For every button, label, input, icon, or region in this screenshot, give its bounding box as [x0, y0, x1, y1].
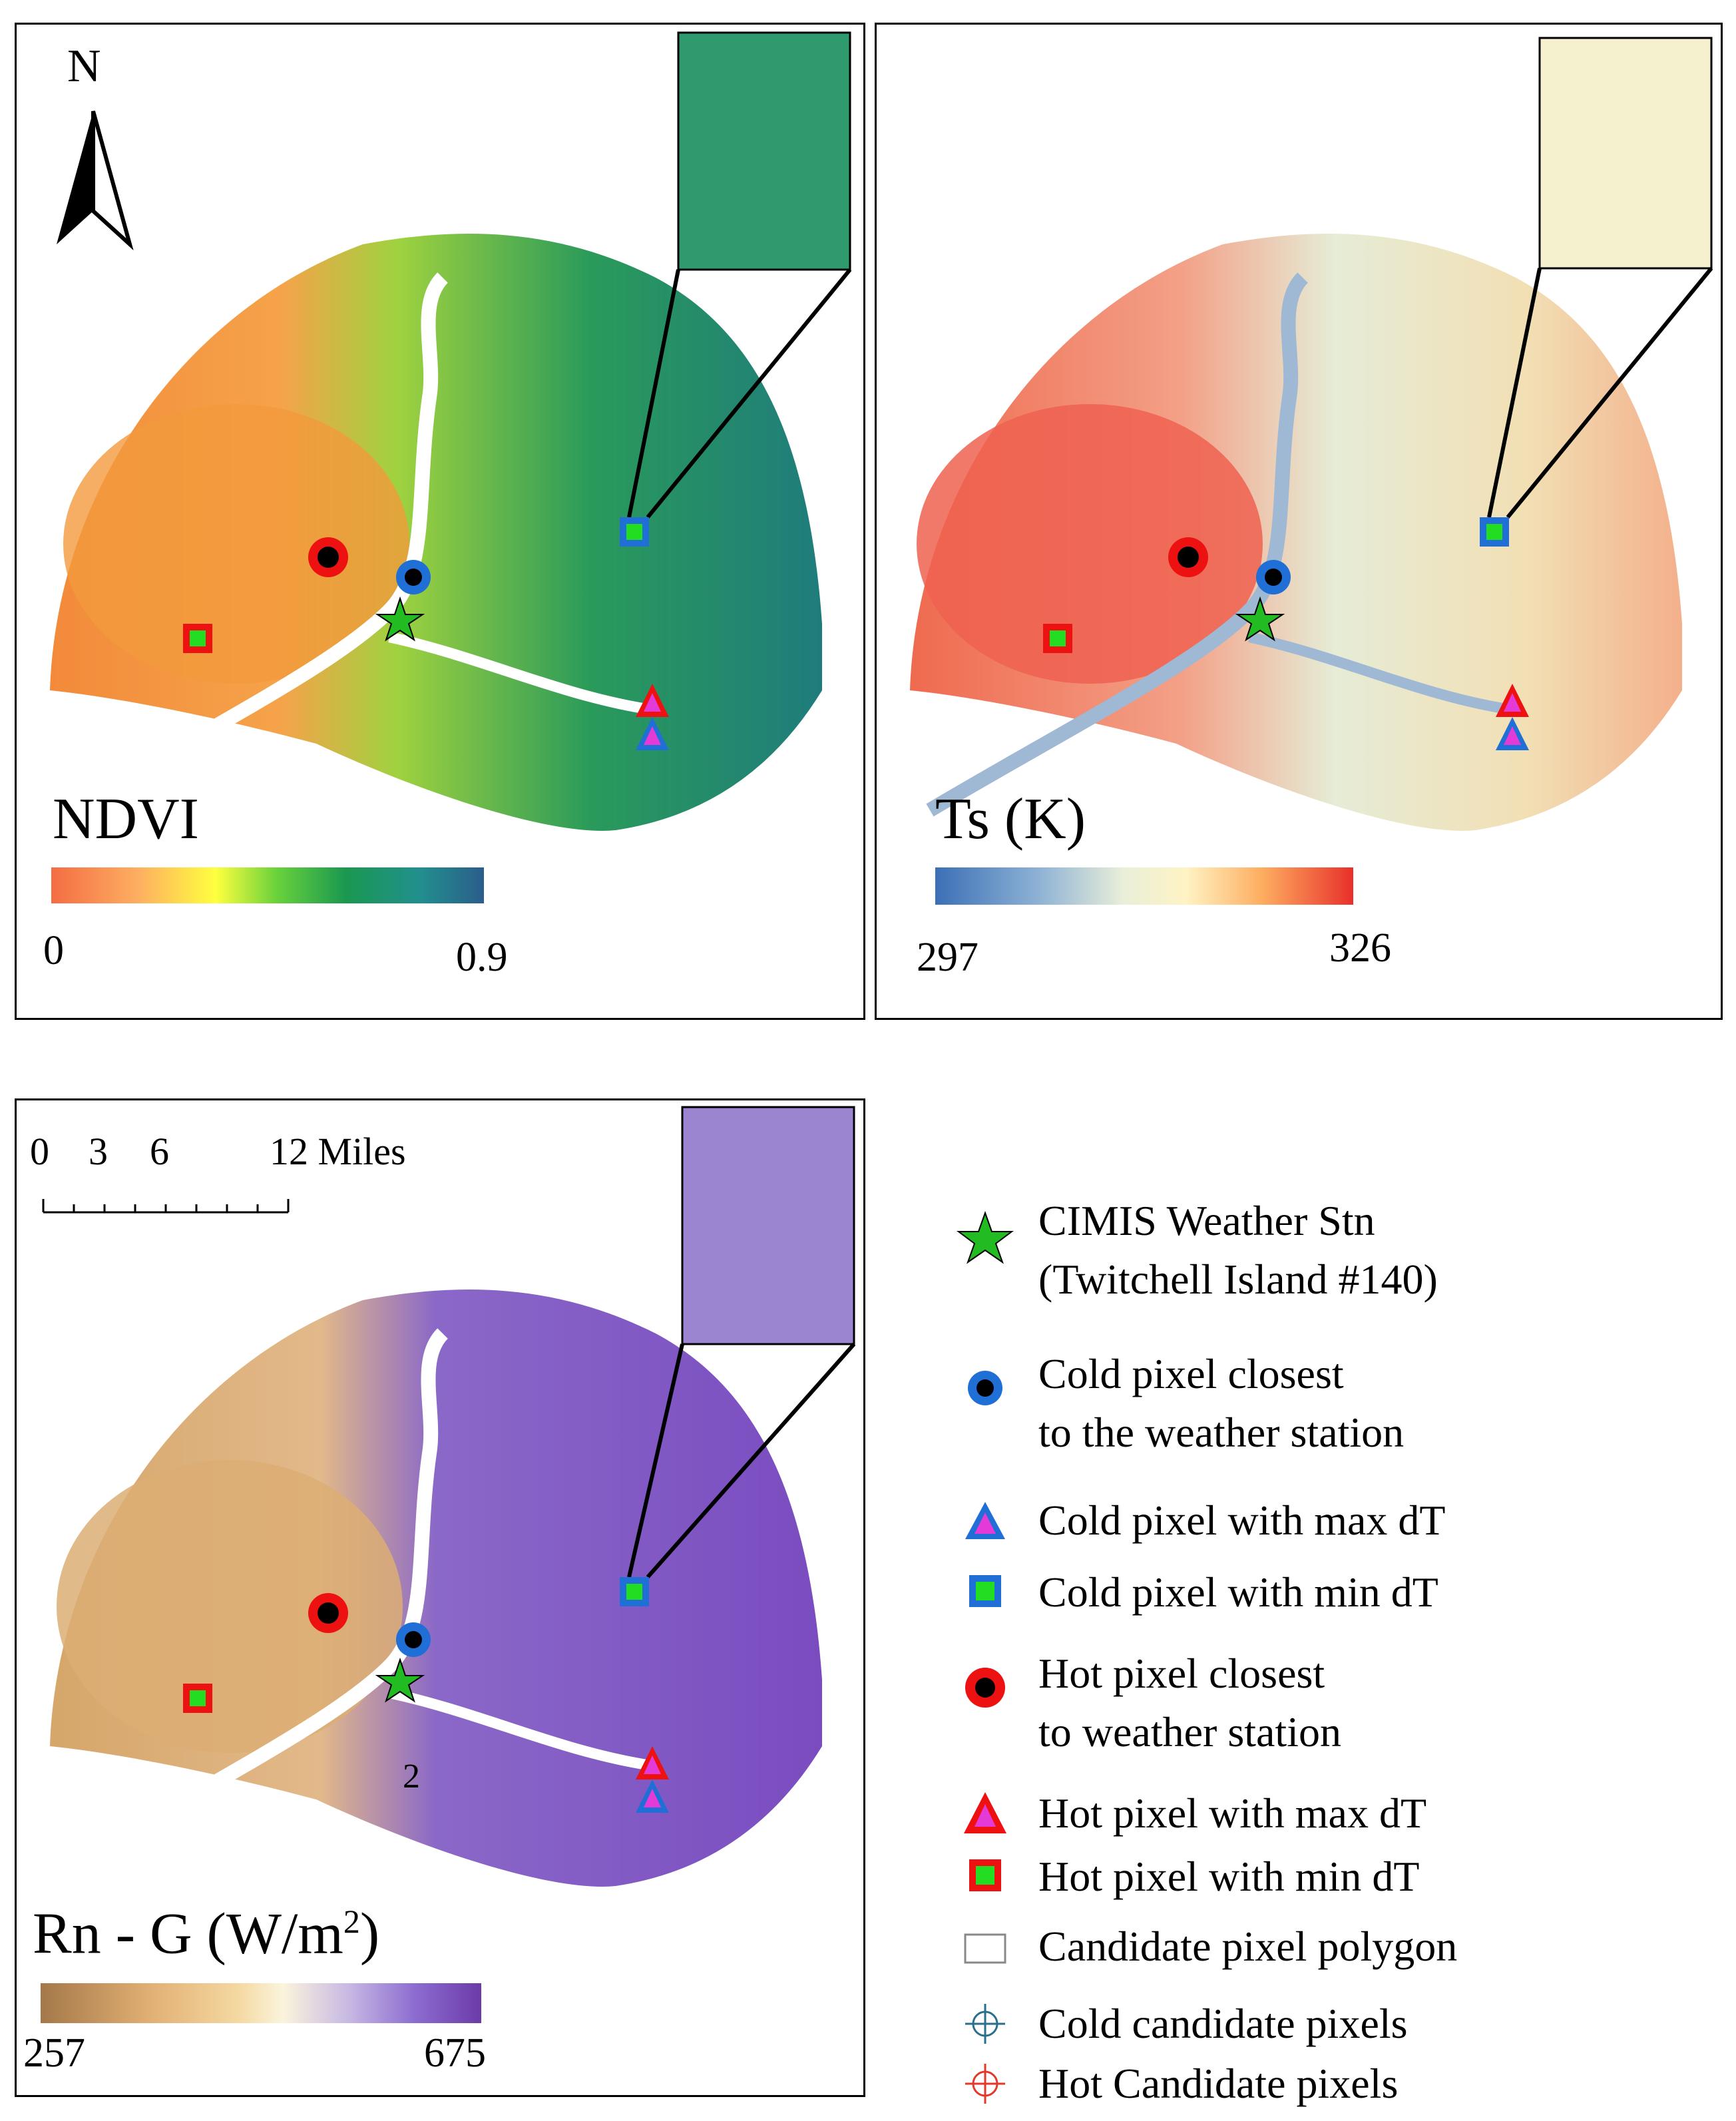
ts-min-label: 297 [917, 935, 978, 980]
hot-pixel-closest-marker [1168, 537, 1208, 577]
weather-station-marker [1235, 596, 1285, 642]
cold-min-dt-marker [1480, 517, 1509, 547]
legend-item-hot-candidates: Hot Candidate pixels [945, 2054, 1724, 2121]
legend-item-cold-candidates: Cold candidate pixels [945, 1995, 1724, 2061]
ts-max-label: 326 [1329, 925, 1391, 971]
legend-item-cold-closest: Cold pixel closest to the weather statio… [945, 1345, 1724, 1478]
legend-item-polygon: Candidate pixel polygon [945, 1917, 1724, 1984]
hot-min-dt-marker [183, 624, 212, 653]
rn-g-map-panel: 0 3 6 12 Miles 2 Rn - G (W/m2) 257 675 [15, 1098, 865, 2097]
ts-map [910, 37, 1713, 905]
ndvi-title: NDVI [53, 787, 199, 851]
ts-map-panel: Ts (K) 297 326 [875, 23, 1723, 1020]
legend-item-cold-max-dt: Cold pixel with max dT [945, 1491, 1724, 1558]
rn-g-max-label: 675 [424, 2030, 486, 2076]
legend-item-hot-min-dt: Hot pixel with min dT [945, 1847, 1724, 1914]
cold-pixel-closest-marker [1256, 560, 1291, 594]
legend-item-weather-station: CIMIS Weather Stn (Twitchell Island #140… [945, 1192, 1724, 1325]
hot-max-dt-marker [636, 684, 669, 717]
scale-bar [42, 1199, 290, 1214]
ndvi-colorbar [51, 867, 484, 903]
cold-min-dt-marker [620, 517, 649, 547]
cold-crosshair-icon [965, 2004, 1005, 2044]
ndvi-min-label: 0 [43, 928, 64, 973]
rn-g-title: Rn - G (W/m2) [33, 1901, 380, 1967]
rn-g-colorbar [41, 1983, 481, 2023]
legend-item-hot-closest: Hot pixel closest to weather station [945, 1644, 1724, 1777]
ts-colorbar [935, 867, 1353, 905]
scale-label-6: 6 [150, 1130, 169, 1173]
hot-min-dt-marker [183, 1684, 212, 1713]
cold-triangle-icon [965, 1502, 1005, 1539]
cold-max-dt-marker [636, 1779, 669, 1813]
hot-crosshair-icon [965, 2064, 1005, 2104]
cold-pixel-closest-marker [396, 560, 431, 594]
legend-item-cold-min-dt: Cold pixel with min dT [945, 1563, 1724, 1630]
weather-station-marker [375, 596, 425, 642]
scale-label-0: 0 [30, 1130, 49, 1173]
hot-max-dt-marker [636, 1746, 669, 1779]
ndvi-max-label: 0.9 [456, 935, 508, 980]
cold-pixel-closest-marker [396, 1622, 431, 1657]
hot-square-icon [969, 1859, 1001, 1891]
inset-zoom [677, 31, 851, 271]
hot-max-dt-marker [1496, 684, 1529, 717]
scale-label-12-miles: 12 Miles [270, 1130, 406, 1173]
legend-item-hot-max-dt: Hot pixel with max dT [945, 1784, 1724, 1851]
rn-g-min-label: 257 [23, 2030, 85, 2076]
cold-square-icon [969, 1575, 1001, 1607]
cold-max-dt-marker [636, 717, 669, 750]
north-label: N [67, 41, 101, 92]
hot-triangle-icon [964, 1792, 1006, 1833]
hot-circle-icon [965, 1668, 1005, 1708]
star-icon [957, 1211, 1014, 1264]
cold-min-dt-marker [620, 1577, 649, 1606]
scale-label-3: 3 [89, 1130, 108, 1173]
hot-min-dt-marker [1043, 624, 1072, 653]
inset-zoom [1538, 37, 1713, 270]
weather-station-marker [375, 1657, 425, 1703]
ndvi-map [50, 31, 852, 903]
ts-title: Ts (K) [935, 787, 1086, 851]
polygon-icon [964, 1933, 1006, 1964]
north-arrow-icon [57, 111, 93, 244]
hot-pixel-closest-marker [308, 537, 348, 577]
cold-circle-icon [968, 1371, 1002, 1405]
inset-zoom [681, 1106, 855, 1345]
hot-pixel-closest-marker [308, 1593, 348, 1633]
ndvi-map-panel: N NDVI 0 0.9 [15, 23, 865, 1020]
rn-g-map [41, 1106, 856, 2023]
map-number-label: 2 [403, 1758, 420, 1795]
map-legend: CIMIS Weather Stn (Twitchell Island #140… [945, 1192, 1724, 2107]
cold-max-dt-marker [1496, 717, 1529, 750]
